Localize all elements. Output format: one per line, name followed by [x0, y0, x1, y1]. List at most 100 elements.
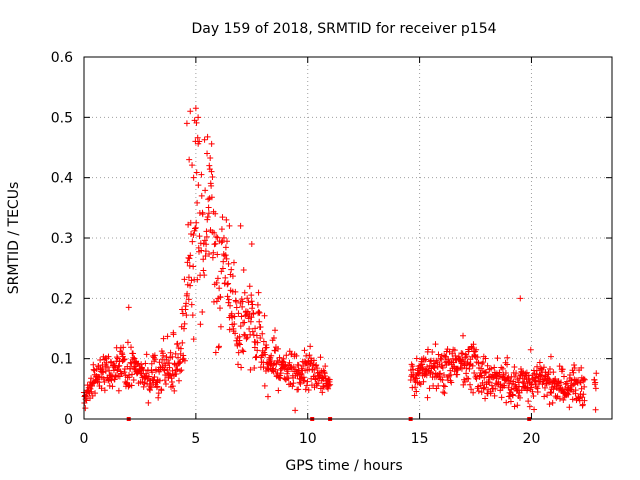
data-point	[255, 289, 262, 296]
data-point	[130, 354, 137, 361]
data-point	[198, 171, 205, 178]
data-point	[239, 303, 246, 310]
data-point	[108, 377, 115, 384]
data-point	[160, 335, 167, 342]
data-point	[559, 366, 566, 373]
data-point	[253, 332, 260, 339]
data-point	[325, 382, 332, 389]
data-point	[581, 376, 588, 383]
data-point	[224, 281, 231, 288]
data-point	[208, 182, 215, 189]
data-point	[189, 162, 196, 169]
data-point	[206, 250, 213, 257]
data-point	[220, 258, 227, 265]
data-point	[480, 385, 487, 392]
data-point	[259, 330, 266, 337]
data-point	[121, 356, 128, 363]
data-point	[224, 293, 231, 300]
data-point	[187, 219, 194, 226]
data-point	[505, 384, 512, 391]
data-point	[511, 373, 518, 380]
data-point	[533, 384, 540, 391]
data-point	[201, 272, 208, 279]
data-point	[572, 387, 579, 394]
data-point	[530, 393, 537, 400]
data-point	[246, 325, 253, 332]
data-point	[483, 368, 490, 375]
data-point	[300, 374, 307, 381]
x-tick-label: 15	[411, 431, 429, 447]
axes: 0 0.1 0.2 0.3 0.4 0.5 0.6 0 5 10 15 20	[51, 50, 612, 447]
data-point	[444, 377, 451, 384]
data-point	[219, 265, 226, 272]
data-point	[461, 378, 468, 385]
data-point	[249, 301, 256, 308]
data-point	[203, 233, 210, 240]
data-point	[270, 334, 277, 341]
data-point	[429, 370, 436, 377]
data-point	[475, 388, 482, 395]
data-point	[437, 370, 444, 377]
data-point	[154, 383, 161, 390]
data-point	[213, 233, 220, 240]
data-point	[194, 199, 201, 206]
data-point	[579, 394, 586, 401]
data-point	[466, 361, 473, 368]
data-point	[231, 321, 238, 328]
data-point	[504, 354, 511, 361]
x-tick-label: 0	[80, 431, 89, 447]
data-point	[463, 375, 470, 382]
data-point	[541, 384, 548, 391]
data-point	[129, 371, 136, 378]
data-point	[179, 310, 186, 317]
y-tick-label: 0.2	[51, 291, 73, 307]
data-point	[294, 372, 301, 379]
data-point	[295, 362, 302, 369]
data-point	[592, 379, 599, 386]
data-point	[422, 356, 429, 363]
data-point	[156, 359, 163, 366]
data-point	[426, 385, 433, 392]
data-point	[190, 174, 197, 181]
data-point	[162, 380, 169, 387]
data-point	[246, 283, 253, 290]
data-point	[565, 391, 572, 398]
data-point	[319, 389, 326, 396]
data-point	[256, 309, 263, 316]
data-point	[241, 319, 248, 326]
data-point	[306, 352, 313, 359]
data-point	[257, 323, 264, 330]
data-point	[460, 381, 467, 388]
data-point	[196, 138, 203, 145]
data-point	[181, 320, 188, 327]
data-point	[516, 394, 523, 401]
data-point	[499, 365, 506, 372]
data-point	[439, 377, 446, 384]
data-point	[239, 298, 246, 305]
data-point	[247, 318, 254, 325]
data-point	[181, 325, 188, 332]
data-point	[261, 382, 268, 389]
data-point	[125, 304, 132, 311]
data-point	[420, 378, 427, 385]
data-point	[235, 361, 242, 368]
data-point	[198, 247, 205, 254]
data-point	[534, 363, 541, 370]
data-point	[173, 371, 180, 378]
data-point	[531, 406, 538, 413]
data-point	[282, 361, 289, 368]
data-point	[223, 238, 230, 245]
data-point	[106, 382, 113, 389]
data-point	[511, 403, 518, 410]
data-point	[534, 388, 541, 395]
data-point	[491, 364, 498, 371]
data-point	[229, 314, 236, 321]
data-point	[458, 365, 465, 372]
data-point	[569, 396, 576, 403]
data-point	[560, 396, 567, 403]
data-point	[532, 374, 539, 381]
data-point	[315, 380, 322, 387]
data-point	[244, 295, 251, 302]
data-point	[231, 313, 238, 320]
